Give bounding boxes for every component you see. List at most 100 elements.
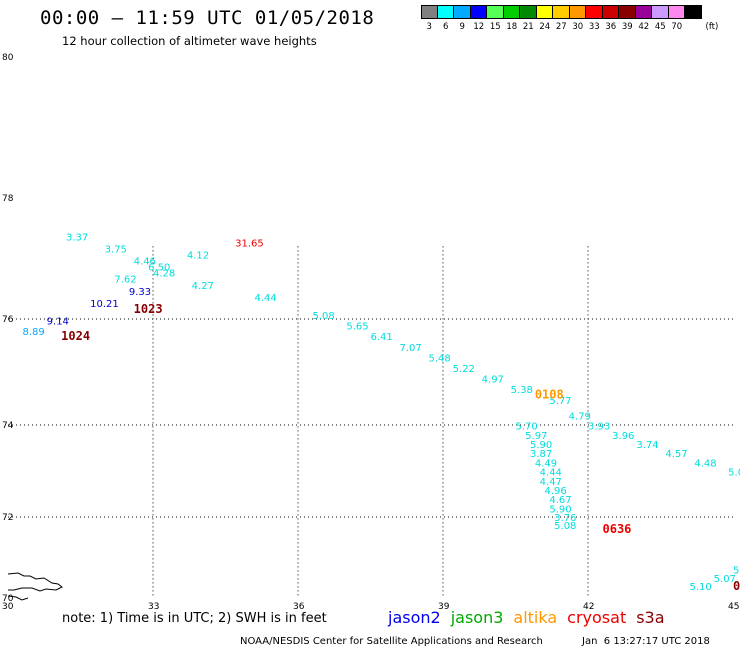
- scale-swatch: [635, 5, 652, 19]
- satellite-legend-item: s3a: [636, 608, 665, 627]
- satellite-legend-item: jason2: [388, 608, 441, 627]
- longitude-tick-label: 33: [148, 602, 159, 612]
- scale-swatch: [569, 5, 586, 19]
- wave-height-observation: 3.37: [66, 232, 88, 243]
- wave-height-observation: 4.96: [545, 486, 567, 497]
- scale-label: 27: [555, 22, 567, 32]
- scale-label: 42: [638, 22, 650, 32]
- wave-height-observation: 6.41: [371, 332, 393, 343]
- wave-height-observation: 5.08: [313, 311, 335, 322]
- wave-height-observation: 3.75: [105, 244, 127, 255]
- scale-label: 18: [506, 22, 518, 32]
- wave-height-observation: 5.90: [549, 504, 571, 515]
- generated-timestamp: Jan 6 13:27:17 UTC 2018: [582, 636, 710, 647]
- wave-height-observation: 5.70: [516, 422, 538, 433]
- satellite-legend: jason2 jason3 altika cryosat s3a: [388, 608, 675, 627]
- scale-swatch: [685, 5, 702, 19]
- wave-height-observation: 31.65: [235, 238, 264, 249]
- latitude-tick-label: 72: [2, 513, 13, 523]
- pass-time-label: 0108: [535, 388, 564, 402]
- longitude-tick-label: 36: [293, 602, 305, 612]
- scale-label: 9: [459, 22, 465, 32]
- scale-swatch: [602, 5, 619, 19]
- wave-height-observation: 5.38: [511, 385, 533, 396]
- latitude-tick-label: 80: [2, 53, 14, 63]
- longitude-tick-label: 30: [2, 602, 14, 612]
- pass-time-label: 1023: [134, 302, 163, 316]
- wave-height-observation: 4.44: [255, 293, 277, 304]
- wave-height-observation: 6.50: [148, 263, 170, 274]
- pass-time-label: 0636: [603, 522, 632, 536]
- scale-swatch: [503, 5, 520, 19]
- wave-height-observation: 3.74: [636, 440, 658, 451]
- coastline: [7, 572, 63, 592]
- wave-height-observation: 3.87: [530, 449, 552, 460]
- satellite-legend-item: jason3: [450, 608, 504, 627]
- wave-height-observation: 4.67: [549, 495, 571, 506]
- scale-label: 70: [671, 22, 683, 32]
- wave-height-observation: 9.14: [47, 316, 69, 327]
- wave-height-observation: 5.46: [733, 566, 740, 577]
- credit-text: NOAA/NESDIS Center for Satellite Applica…: [240, 636, 543, 647]
- wave-height-observation: 4.49: [535, 458, 557, 469]
- scale-label: 6: [443, 22, 449, 32]
- scale-label: 30: [572, 22, 584, 32]
- wave-height-observation: 4.44: [540, 468, 562, 479]
- color-scale-bar: [421, 5, 702, 19]
- scale-label: 36: [605, 22, 617, 32]
- wave-height-observation: 7.07: [400, 343, 422, 354]
- scale-unit: (ft): [705, 22, 719, 32]
- wave-height-observation: 5.65: [346, 322, 368, 333]
- wave-height-observation: 5.22: [453, 364, 475, 375]
- wave-height-observation: 5.97: [525, 431, 547, 442]
- wave-height-observation: 5.10: [690, 582, 712, 593]
- satellite-legend-item: cryosat: [567, 608, 627, 627]
- pass-time-label: 1024: [61, 329, 90, 343]
- scale-swatch: [421, 5, 438, 19]
- latitude-tick-label: 70: [2, 594, 14, 604]
- latitude-tick-label: 76: [2, 315, 14, 325]
- coastline: [7, 595, 29, 601]
- pass-time-label: 0844: [733, 579, 740, 593]
- wave-height-observation: 8.89: [23, 327, 45, 338]
- scale-label: 15: [489, 22, 501, 32]
- wave-height-observation: 4.28: [153, 269, 175, 280]
- wave-height-observation: 5.02: [728, 468, 740, 479]
- scale-label: 12: [473, 22, 485, 32]
- wave-height-observation: 5.07: [714, 574, 736, 585]
- wave-height-observation: 4.47: [540, 477, 562, 488]
- wave-height-observation: 3.96: [612, 431, 634, 442]
- wave-height-observation: 4.79: [569, 412, 591, 423]
- map-title: 00:00 – 11:59 UTC 01/05/2018: [40, 7, 375, 29]
- wave-height-observation: 4.57: [665, 449, 687, 460]
- longitude-tick-label: 45: [728, 602, 739, 612]
- map-subtitle: 12 hour collection of altimeter wave hei…: [62, 34, 317, 48]
- scale-swatch: [668, 5, 685, 19]
- wave-height-observation: 5.48: [429, 353, 451, 364]
- scale-swatch: [586, 5, 603, 19]
- scale-swatch: [520, 5, 537, 19]
- longitude-tick-label: 42: [583, 602, 594, 612]
- longitude-tick-label: 39: [438, 602, 450, 612]
- wave-height-observation: 4.27: [192, 281, 214, 292]
- wave-height-observation: 10.21: [90, 299, 119, 310]
- scale-swatch: [619, 5, 636, 19]
- scale-swatch: [652, 5, 669, 19]
- scale-label: 21: [522, 22, 534, 32]
- units-note: note: 1) Time is in UTC; 2) SWH is in fe…: [62, 611, 327, 626]
- scale-swatch: [437, 5, 454, 19]
- scale-label: 3: [426, 22, 432, 32]
- scale-label: 39: [621, 22, 633, 32]
- wave-height-observation: 7.62: [114, 275, 136, 286]
- scale-swatch: [454, 5, 471, 19]
- scale-swatch: [487, 5, 504, 19]
- scale-label: 45: [654, 22, 666, 32]
- scale-label: 33: [588, 22, 600, 32]
- wave-height-observation: 5.90: [530, 440, 552, 451]
- scale-label: 24: [539, 22, 551, 32]
- wave-height-observation: 5.77: [549, 396, 571, 407]
- wave-height-observation: 4.46: [134, 257, 156, 268]
- scale-swatch: [536, 5, 553, 19]
